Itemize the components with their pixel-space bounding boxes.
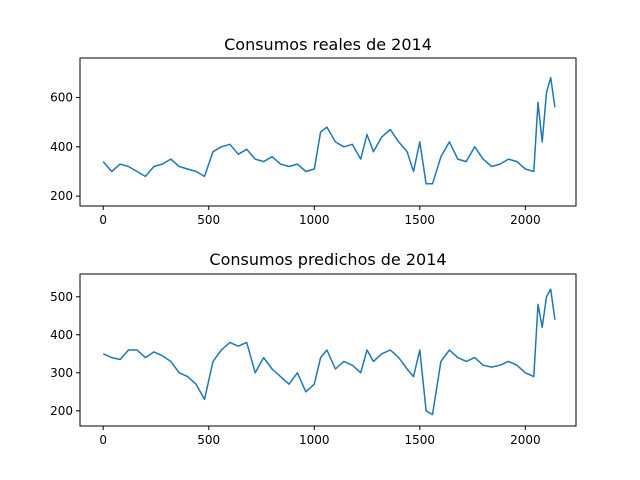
y-tick-label: 200 xyxy=(50,189,73,203)
series-line xyxy=(102,76,556,185)
chart-title: Consumos predichos de 2014 xyxy=(209,250,446,269)
axes-frame xyxy=(79,57,577,207)
axes-frame xyxy=(79,273,577,427)
x-tick-label: 500 xyxy=(197,433,220,447)
series-line xyxy=(102,288,556,416)
x-tick-label: 1000 xyxy=(299,433,330,447)
chart-title: Consumos reales de 2014 xyxy=(224,35,432,54)
x-tick-label: 1000 xyxy=(299,213,330,227)
y-tick-label: 300 xyxy=(50,366,73,380)
subplot-consumos-reales: Consumos reales de 2014 0 500 1000 1500 2000… xyxy=(50,35,577,227)
y-tick-label: 200 xyxy=(50,404,73,418)
y-axis: 200 300 400 500 xyxy=(50,290,80,418)
x-tick-label: 500 xyxy=(197,213,220,227)
y-tick-label: 600 xyxy=(50,90,73,104)
x-tick-label: 2000 xyxy=(510,213,541,227)
x-tick-label: 2000 xyxy=(510,433,541,447)
x-tick-label: 1500 xyxy=(405,213,436,227)
y-tick-label: 500 xyxy=(50,290,73,304)
x-axis: 0 500 1000 1500 2000 xyxy=(99,206,541,227)
plot-area xyxy=(102,288,556,416)
y-tick-label: 400 xyxy=(50,140,73,154)
y-tick-label: 400 xyxy=(50,328,73,342)
subplot-consumos-predichos: Consumos predichos de 2014 0 500 1000 1500 2… xyxy=(50,250,577,447)
plot-area xyxy=(102,76,556,185)
x-tick-label: 0 xyxy=(99,213,107,227)
x-axis: 0 500 1000 1500 2000 xyxy=(99,426,541,447)
x-tick-label: 0 xyxy=(99,433,107,447)
y-axis: 200 400 600 xyxy=(50,90,80,203)
x-tick-label: 1500 xyxy=(405,433,436,447)
